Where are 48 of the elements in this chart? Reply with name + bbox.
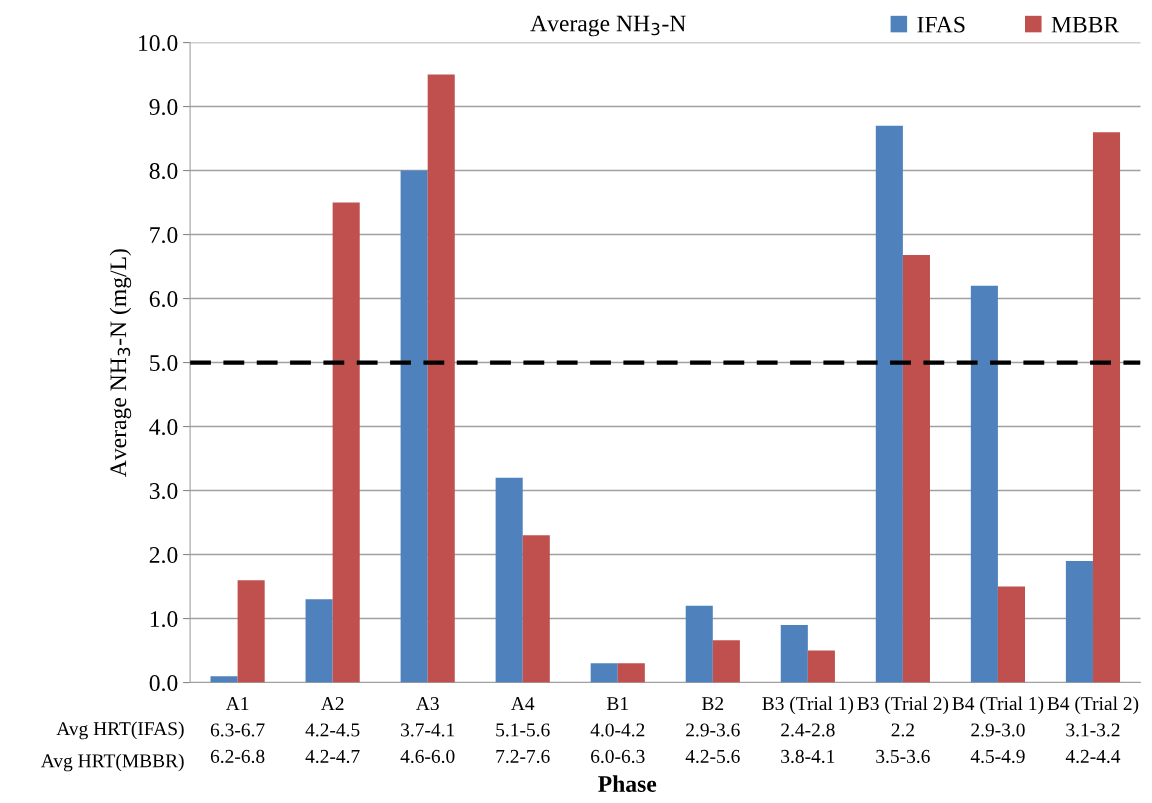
x-tick-label: A4 5.1-5.6 7.2-7.6 (496, 697, 550, 764)
legend-label: IFAS (917, 16, 965, 33)
y-axis-title: Average NH$_{3}$-N (mg/L) (109, 249, 132, 477)
y-tick-label: 8.0 (149, 163, 178, 180)
x-tick-label: A1 6.3-6.7 6.2-6.8 (210, 697, 265, 764)
y-tick-label: 1.0 (150, 611, 178, 628)
x-tick-label: A3 3.7-4.1 4.6-6.0 (400, 697, 455, 764)
bar (780, 624, 808, 683)
x-tick-label: B1 4.0-4.2 6.0-6.3 (590, 697, 645, 764)
y-tick-label: 2.0 (149, 547, 178, 564)
bar (210, 676, 238, 683)
bar (970, 285, 998, 683)
y-tick-label: 6.0 (149, 291, 178, 308)
bar (522, 535, 550, 683)
bar (1092, 132, 1121, 683)
bar (400, 170, 428, 683)
y-tick-label: 3.0 (149, 483, 178, 500)
chart-title: Average NH$_{3}$-N (530, 15, 686, 37)
legend-label: MBBR (1051, 16, 1120, 33)
y-tick-label: 9.0 (149, 99, 178, 116)
bar (997, 586, 1026, 683)
bar (617, 663, 645, 683)
bar (332, 202, 360, 683)
bar (590, 663, 618, 683)
text: Avg HRT(MBBR) (40, 753, 184, 772)
bar (712, 640, 740, 683)
bar (495, 477, 523, 683)
x-tick-label: B4 (Trial 2) 3.1-3.2 4.2-4.4 (1047, 696, 1139, 764)
y-tick-label: 5.0 (150, 355, 178, 372)
bar (237, 580, 265, 683)
bar (427, 74, 455, 683)
bar (1065, 560, 1093, 683)
y-tick-label: 0.0 (149, 675, 178, 692)
bar (807, 650, 835, 683)
x-tick-label: B4 (Trial 1) 2.9-3.0 4.5-4.9 (952, 696, 1044, 764)
x-tick-label: A2 4.2-4.5 4.2-4.7 (305, 697, 360, 764)
x-tick-label: B2 2.9-3.6 4.2-5.6 (685, 697, 740, 764)
bar (685, 605, 713, 683)
y-tick-label: 10.0 (139, 35, 178, 52)
bar (875, 125, 903, 683)
y-tick-label: 4.0 (149, 419, 178, 436)
x-tick-label: B3 (Trial 2) 2.2 3.5-3.6 (857, 696, 949, 764)
text: Avg HRT(IFAS) (56, 721, 184, 740)
bar (902, 255, 930, 683)
x-axis-title: Phase (598, 775, 657, 792)
bar (305, 599, 333, 683)
x-tick-label: B3 (Trial 1) 2.4-2.8 3.8-4.1 (762, 696, 854, 764)
y-tick-label: 7.0 (150, 227, 178, 244)
